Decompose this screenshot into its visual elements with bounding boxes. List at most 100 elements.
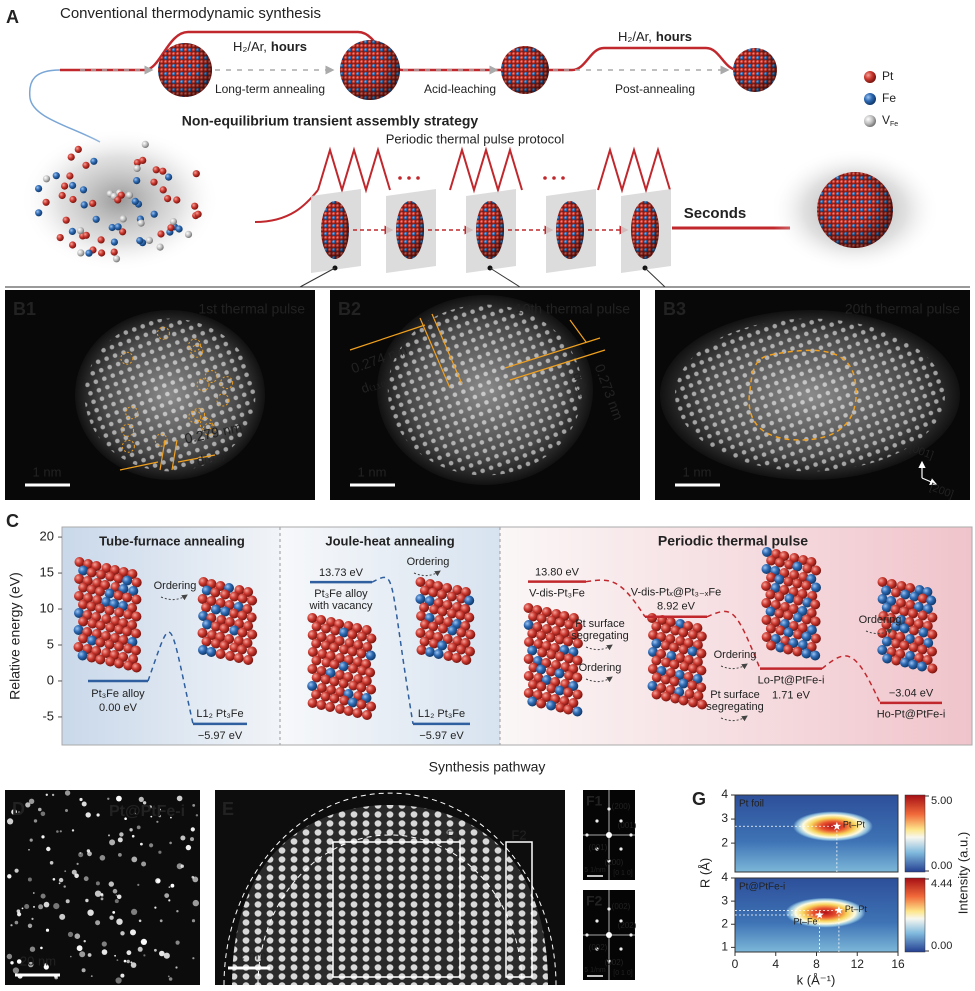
colorbar xyxy=(904,794,926,873)
colorbar-label: 0.00 xyxy=(931,860,952,872)
panel-label: B2 xyxy=(338,299,361,319)
nanoparticle-dot xyxy=(164,893,170,898)
nanoparticle-dot xyxy=(17,811,21,814)
atom xyxy=(563,636,574,647)
atom xyxy=(98,249,106,257)
diffraction-spot xyxy=(595,847,599,851)
thermal-pulse xyxy=(449,146,523,194)
nanoparticle-dot xyxy=(33,819,38,823)
legend-swatch xyxy=(864,93,876,105)
atom xyxy=(527,696,538,707)
scale-label: 5 1/nm xyxy=(584,867,606,874)
atom xyxy=(900,589,911,600)
nanoparticle-dot xyxy=(118,853,122,857)
atom xyxy=(890,621,901,632)
nanoparticle-dot xyxy=(158,808,161,811)
x-tick-label: 0 xyxy=(732,957,739,971)
atom xyxy=(356,699,367,710)
time-label: Seconds xyxy=(684,205,747,222)
nanoparticle-dot xyxy=(46,846,51,852)
diffraction-spot xyxy=(629,833,633,837)
atom xyxy=(89,199,97,207)
atom xyxy=(927,663,938,674)
nanoparticle-dot xyxy=(108,881,115,887)
energy-label: −5.97 eV xyxy=(419,730,464,742)
atom xyxy=(688,663,698,674)
atom xyxy=(210,621,221,632)
nanoparticle-dot xyxy=(85,898,89,903)
atom xyxy=(424,596,435,606)
diffraction-spot xyxy=(607,959,611,963)
atom xyxy=(316,700,327,710)
spot-label: (200) xyxy=(605,858,624,867)
atom xyxy=(810,599,821,610)
atom xyxy=(145,236,153,244)
atom xyxy=(74,608,84,618)
panel-label: E xyxy=(222,799,234,819)
atom xyxy=(793,595,804,606)
lattice xyxy=(387,304,583,476)
atom xyxy=(555,702,566,713)
diffraction-spot xyxy=(619,819,623,823)
nanoparticle-dot xyxy=(7,818,14,825)
diffraction-spot xyxy=(619,919,623,923)
vacancy-marker xyxy=(199,417,213,431)
atom xyxy=(775,625,786,636)
atom xyxy=(356,631,367,642)
nanoparticle-dot xyxy=(83,876,89,882)
diffraction-spot xyxy=(607,859,611,863)
pointer-line xyxy=(644,267,666,288)
state-name: with vacancy xyxy=(309,600,373,612)
spot-label: (002) xyxy=(612,902,631,911)
atom xyxy=(197,628,208,638)
atom xyxy=(651,689,662,700)
atom xyxy=(536,630,547,641)
atom xyxy=(905,600,916,610)
nanoparticle-dot xyxy=(112,911,116,914)
atom xyxy=(886,579,897,589)
nanoparticle-dot xyxy=(192,899,199,907)
atom xyxy=(164,195,172,203)
nanoparticle-dot xyxy=(70,955,72,958)
atom xyxy=(456,644,467,655)
energy-label: 0.00 eV xyxy=(99,702,138,714)
atom xyxy=(465,646,475,657)
atom xyxy=(792,612,803,623)
atom xyxy=(792,646,803,657)
colorbar-label: 5.00 xyxy=(931,795,952,807)
atom xyxy=(184,230,193,238)
atom xyxy=(35,185,43,193)
atom xyxy=(780,602,791,612)
atom xyxy=(229,642,240,653)
condition: H₂/Ar, hours xyxy=(618,29,692,44)
atom xyxy=(523,688,534,698)
atom xyxy=(141,140,149,148)
spot-label: (001) xyxy=(618,821,637,830)
atom xyxy=(546,683,557,694)
atom xyxy=(678,695,689,706)
panel-label: F2 xyxy=(586,893,603,909)
atom xyxy=(69,181,77,190)
note-arrow xyxy=(720,663,748,670)
atom xyxy=(114,607,125,618)
nanoparticle-dot xyxy=(134,812,137,815)
atom xyxy=(131,628,142,639)
atom xyxy=(220,606,231,617)
atom xyxy=(560,662,571,672)
atom xyxy=(810,633,821,644)
atom xyxy=(908,642,919,653)
legend-swatch xyxy=(864,115,876,127)
atom xyxy=(437,589,447,600)
nanoparticle-dot xyxy=(176,863,183,870)
nanoparticle-dot xyxy=(90,975,93,977)
atom xyxy=(572,655,583,666)
atom xyxy=(905,634,915,644)
step-label: Post-annealing xyxy=(615,82,695,96)
atom xyxy=(110,238,118,246)
energy-label: 8.92 eV xyxy=(657,601,696,613)
spot-label: (001) xyxy=(589,843,608,852)
nanoparticle-dot xyxy=(14,920,19,925)
atom xyxy=(415,628,426,638)
atom xyxy=(320,691,331,702)
x-tick-label: 16 xyxy=(891,957,905,971)
